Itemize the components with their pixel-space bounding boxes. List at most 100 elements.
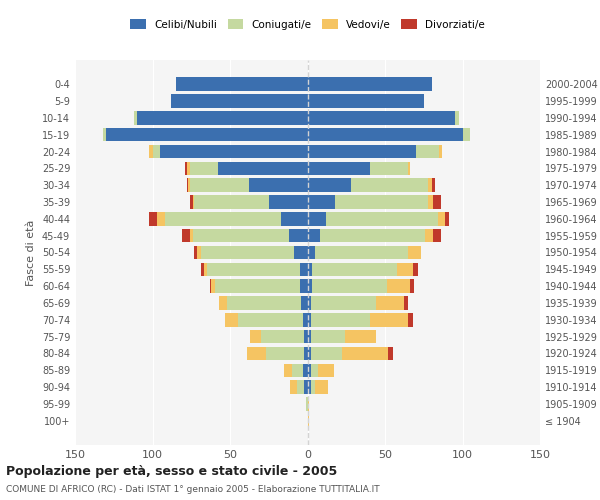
Bar [408,246,421,259]
Bar [160,145,308,158]
Bar [408,162,410,175]
Bar [152,145,160,158]
Bar [266,346,304,360]
Bar [308,296,311,310]
Bar [433,229,441,242]
Bar [428,178,431,192]
Bar [433,196,441,209]
Bar [187,162,190,175]
Bar [445,212,449,226]
Bar [308,246,315,259]
Bar [308,364,311,377]
Bar [304,346,308,360]
Bar [315,380,328,394]
Bar [311,364,319,377]
Bar [397,262,413,276]
Bar [308,229,320,242]
Bar [311,330,345,344]
Bar [292,364,303,377]
Bar [103,128,106,141]
Bar [187,178,188,192]
Bar [431,178,434,192]
Bar [300,280,308,293]
Bar [219,296,227,310]
Bar [149,145,152,158]
Bar [308,346,311,360]
Bar [335,196,428,209]
Bar [250,330,261,344]
Bar [248,178,308,192]
Bar [308,397,309,410]
Bar [306,397,308,410]
Bar [190,178,248,192]
Bar [308,280,312,293]
Bar [193,229,289,242]
Bar [319,364,334,377]
Bar [413,262,418,276]
Bar [203,262,207,276]
Bar [194,196,269,209]
Bar [308,414,309,428]
Bar [312,262,397,276]
Bar [315,246,408,259]
Bar [293,246,308,259]
Bar [300,262,308,276]
Bar [261,330,304,344]
Bar [190,196,193,209]
Bar [304,380,308,394]
Bar [425,229,433,242]
Bar [185,162,187,175]
Bar [308,178,351,192]
Bar [311,380,315,394]
Bar [312,280,386,293]
Bar [308,313,311,326]
Bar [190,229,193,242]
Bar [308,330,311,344]
Bar [301,296,308,310]
Bar [463,128,470,141]
Bar [311,346,341,360]
Bar [200,246,293,259]
Bar [165,212,281,226]
Y-axis label: Fasce di età: Fasce di età [26,220,36,286]
Bar [207,262,300,276]
Text: COMUNE DI AFRICO (RC) - Dati ISTAT 1° gennaio 2005 - Elaborazione TUTTITALIA.IT: COMUNE DI AFRICO (RC) - Dati ISTAT 1° ge… [6,485,380,494]
Bar [376,296,404,310]
Bar [386,280,410,293]
Bar [308,145,416,158]
Bar [200,262,203,276]
Bar [303,313,308,326]
Bar [296,380,304,394]
Bar [218,162,308,175]
Bar [408,313,413,326]
Bar [388,346,393,360]
Bar [238,313,303,326]
Bar [455,111,460,124]
Bar [188,178,190,192]
Bar [215,280,300,293]
Bar [134,111,137,124]
Bar [351,178,428,192]
Bar [106,128,308,141]
Bar [269,196,308,209]
Bar [320,229,425,242]
Bar [308,78,431,91]
Bar [326,212,438,226]
Bar [210,280,211,293]
Bar [284,364,292,377]
Bar [194,246,197,259]
Bar [182,229,190,242]
Bar [308,94,424,108]
Bar [308,162,370,175]
Bar [176,78,308,91]
Bar [308,111,455,124]
Bar [171,94,308,108]
Bar [370,313,408,326]
Bar [439,145,442,158]
Bar [211,280,215,293]
Bar [281,212,308,226]
Bar [341,346,388,360]
Bar [157,212,165,226]
Bar [193,196,194,209]
Bar [226,313,238,326]
